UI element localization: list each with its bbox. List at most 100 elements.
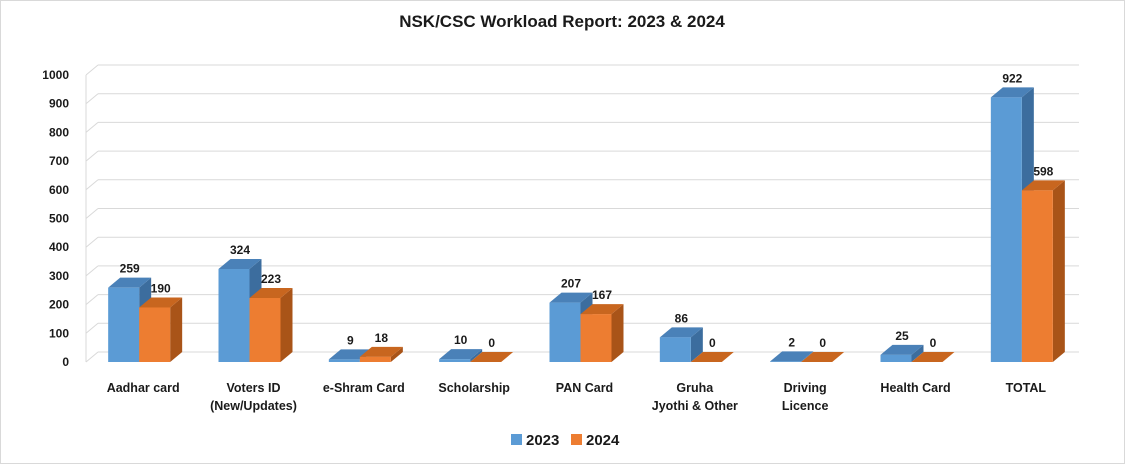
data-label-2024: 223 [261,272,281,286]
bar-side [801,351,814,362]
gridline-depth [85,294,99,305]
gridline-depth [85,64,99,76]
bar-side [611,304,624,362]
bar-top [801,352,845,362]
bar-top [139,297,183,308]
y-axis-ticks: 0 100 200 300 400 500 600 700 800 900 1000 [42,68,69,369]
bar-top [249,287,293,298]
y-tick-label: 500 [49,212,69,226]
data-label-2023: 86 [675,311,689,325]
bar-side [690,327,703,362]
bar-front [659,337,691,362]
data-label-2023: 922 [1002,71,1022,85]
bar-front [549,302,581,362]
bars [108,87,1065,363]
bar-top [549,292,593,303]
bar-2024 [139,297,183,362]
x-tick-label: Voters ID (New/Updates) [210,381,297,413]
gridline-depth [85,208,99,219]
bar-top [108,277,152,288]
bar-top [439,349,483,360]
gridline-depth [85,236,99,248]
bar-front [990,97,1022,363]
bar-top [470,352,514,362]
bar-front [439,359,471,362]
data-label-2024: 0 [819,336,826,350]
data-label-2024: 167 [592,288,612,302]
data-label-2023: 324 [230,243,250,257]
bar-2024 [359,346,403,362]
bar-front [218,269,250,362]
y-tick-label: 300 [49,269,69,283]
y-tick-label: 600 [49,183,69,197]
y-tick-label: 100 [49,326,69,340]
bar-top [880,344,924,355]
x-tick-label: TOTAL [1006,381,1047,395]
x-tick-label: Aadhar card [107,381,180,395]
bar-2023 [770,351,814,362]
y-tick-label: 400 [49,240,69,254]
y-tick-label: 900 [49,97,69,111]
data-label-2024: 18 [375,331,389,345]
bar-front [328,359,360,362]
x-tick-label: PAN Card [556,381,613,395]
bar-front [359,356,391,362]
bar-2023 [439,349,483,362]
data-labels: 259 190 324 223 9 18 10 0 207 167 86 0 2 0 25 0 922 598 [120,71,1054,350]
bar-side [170,297,183,362]
bar-top [990,87,1034,98]
y-tick-label: 0 [62,355,69,369]
bar-side [911,344,924,362]
bar-front [108,287,140,362]
bar-top [659,327,703,338]
chart-title: NSK/CSC Workload Report: 2023 & 2024 [399,12,725,31]
bar-front [880,354,912,362]
gridline-depth [85,351,99,363]
gridline-depth [85,93,99,105]
x-tick-label: Health Card [880,381,950,395]
bar-2024 [470,352,514,362]
data-label-2024: 0 [930,336,937,350]
data-label-2023: 25 [895,329,909,343]
y-tick-label: 200 [49,298,69,312]
gridline-depth [85,179,99,191]
data-label-2023: 10 [454,333,468,347]
bar-2024 [1021,180,1065,362]
data-label-2023: 2 [788,335,795,349]
bar-top [359,346,403,357]
legend-label-2023: 2023 [526,432,559,449]
bar-side [390,346,403,362]
bar-top [911,352,955,362]
bar-2023 [880,344,924,362]
gridline-depth [85,122,99,133]
x-tick-label: e-Shram Card [323,381,405,395]
gridline-depth [85,150,99,162]
bar-front [770,361,802,362]
bar-2024 [911,352,955,362]
data-label-2024: 0 [709,336,716,350]
bar-2024 [690,352,734,362]
gridline-depth [85,322,99,334]
bar-top [218,259,262,270]
x-axis-ticks: Aadhar card Voters ID (New/Updates) e-Shram… [107,381,1047,413]
x-tick-label: Scholarship [438,381,510,395]
bar-front [1021,190,1053,362]
bar-side [1052,180,1065,362]
bar-side [470,349,483,362]
legend-label-2024: 2024 [586,432,620,449]
y-tick-label: 800 [49,125,69,139]
bar-top [580,304,624,315]
data-label-2024: 598 [1033,164,1053,178]
data-label-2023: 207 [561,277,581,291]
bar-side [280,287,293,362]
data-label-2024: 0 [488,336,495,350]
y-tick-label: 1000 [42,68,69,82]
bar-2024 [249,287,293,362]
data-label-2023: 259 [120,262,140,276]
legend: 2023 2024 [511,432,620,449]
bar-top [1021,180,1065,191]
bar-top [690,352,734,362]
legend-swatch-2023 [511,434,522,445]
